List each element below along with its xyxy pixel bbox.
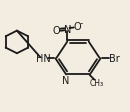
Text: +: + [67, 24, 73, 29]
Text: N: N [62, 75, 70, 85]
Text: Br: Br [109, 53, 119, 63]
Text: N: N [64, 25, 71, 35]
Text: CH₃: CH₃ [90, 78, 104, 87]
Text: O: O [52, 26, 60, 35]
Text: HN: HN [36, 53, 51, 63]
Text: -: - [79, 19, 83, 28]
Text: O: O [74, 22, 82, 32]
